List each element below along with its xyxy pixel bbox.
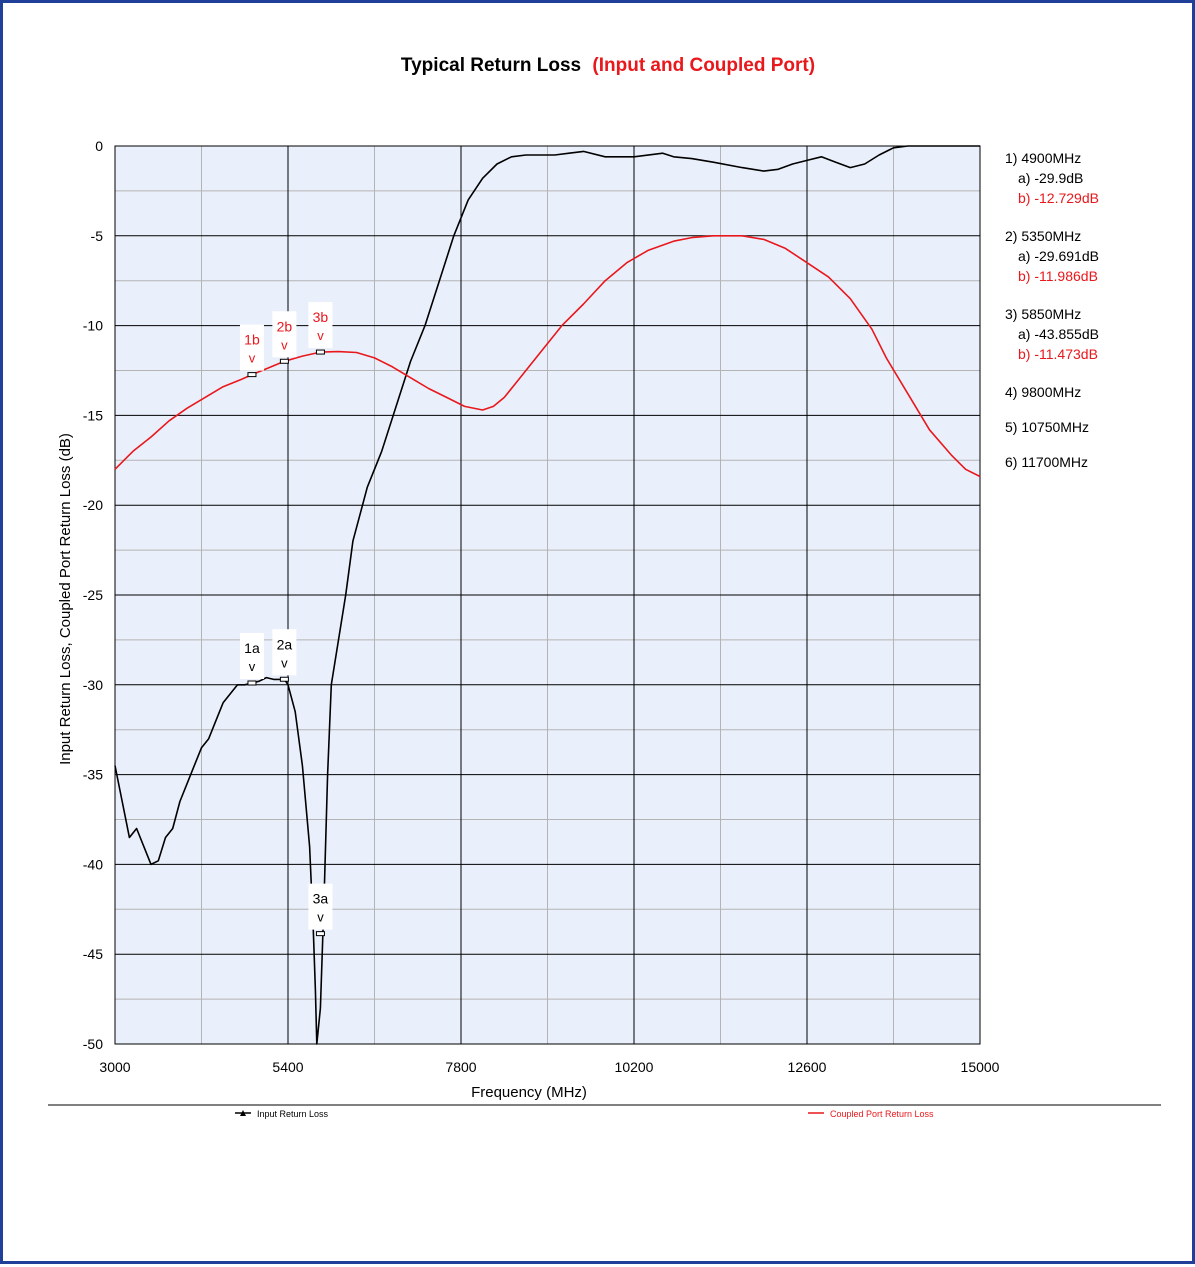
marker-table-value-b: b) -11.473dB [1018,346,1098,362]
marker-table-value-a: a) -29.691dB [1018,248,1099,264]
marker-point [279,358,289,364]
y-tick-label: -35 [83,767,103,783]
marker-point [315,349,325,355]
marker-caret: v [317,910,324,925]
marker-caret: v [249,351,256,366]
marker-table-frequency: 5) 10750MHz [1005,419,1089,435]
marker-label-bg [308,883,333,930]
y-tick-label: -40 [83,856,103,872]
legend-label: Coupled Port Return Loss [830,1109,934,1119]
y-tick-label: 0 [95,138,103,154]
marker-point [315,931,325,937]
marker-table-value-b: b) -11.986dB [1018,268,1098,284]
x-axis-label: Frequency (MHz) [471,1084,587,1101]
y-tick-label: -20 [83,497,103,513]
marker-label: 2b [277,318,293,334]
marker-label: 3b [313,309,329,325]
marker-table: 1) 4900MHz a) -29.9dB b) -12.729dB 2) 5350M… [1005,150,1099,470]
return-loss-chart: Typical Return Loss (Input and Coupled P… [48,55,1161,1119]
chart-title-main: Typical Return Loss [401,55,581,76]
x-tick-label: 3000 [99,1059,130,1075]
marker-table-value-a: a) -43.855dB [1018,326,1099,342]
chart-title: Typical Return Loss (Input and Coupled P… [401,55,815,76]
y-tick-label: -5 [91,228,104,244]
x-tick-label: 5400 [272,1059,303,1075]
x-tick-label: 7800 [445,1059,476,1075]
marker-label: 1a [244,640,260,656]
marker-table-frequency: 6) 11700MHz [1005,454,1088,470]
legend-triangle-marker [240,1110,246,1116]
marker-label: 2a [277,636,293,652]
y-axis-label: Input Return Loss, Coupled Port Return L… [57,433,74,765]
marker-table-value-b: b) -12.729dB [1018,190,1099,206]
marker-caret: v [281,337,288,352]
marker-caret: v [281,655,288,670]
plot-border [114,145,981,1045]
x-tick-label: 12600 [788,1059,827,1075]
marker-point [279,676,289,682]
marker-point [247,372,257,378]
marker-label-bg [239,633,264,680]
marker-layer: 1a v 2a v 3a v 1b v 2b v 3b v [239,302,333,937]
y-tick-label: -10 [83,318,103,334]
x-tick-label: 10200 [615,1059,654,1075]
marker-label: 3a [313,891,329,907]
marker-table-frequency: 4) 9800MHz [1005,384,1081,400]
marker-label-bg [308,302,333,349]
x-tick-label: 15000 [961,1059,1000,1075]
marker-caret: v [317,328,324,343]
legend-label: Input Return Loss [257,1109,329,1119]
marker-label-bg [272,311,297,358]
chart-title-suffix: (Input and Coupled Port) [592,55,815,76]
y-tick-label: -50 [83,1036,103,1052]
y-tick-label: -45 [83,946,103,962]
marker-label-bg [272,629,297,676]
marker-table-value-a: a) -29.9dB [1018,170,1083,186]
legend: Input Return Loss Coupled Port Return Los… [235,1109,934,1119]
marker-table-frequency: 2) 5350MHz [1005,228,1081,244]
marker-point [247,680,257,686]
marker-label-bg [239,324,264,371]
marker-label: 1b [244,332,260,348]
input-return-loss-line [114,145,980,1045]
marker-table-frequency: 3) 5850MHz [1005,306,1081,322]
y-tick-label: -15 [83,407,103,423]
y-tick-label: -30 [83,677,103,693]
y-axis-ticks: 0 -5 -10 -15 -20 -25 -30 -35 -40 -45 -50 [83,138,103,1052]
y-tick-label: -25 [83,587,103,603]
marker-table-frequency: 1) 4900MHz [1005,150,1081,166]
marker-caret: v [249,659,256,674]
x-axis-ticks: 3000 5400 7800 10200 12600 15000 [99,1059,999,1075]
